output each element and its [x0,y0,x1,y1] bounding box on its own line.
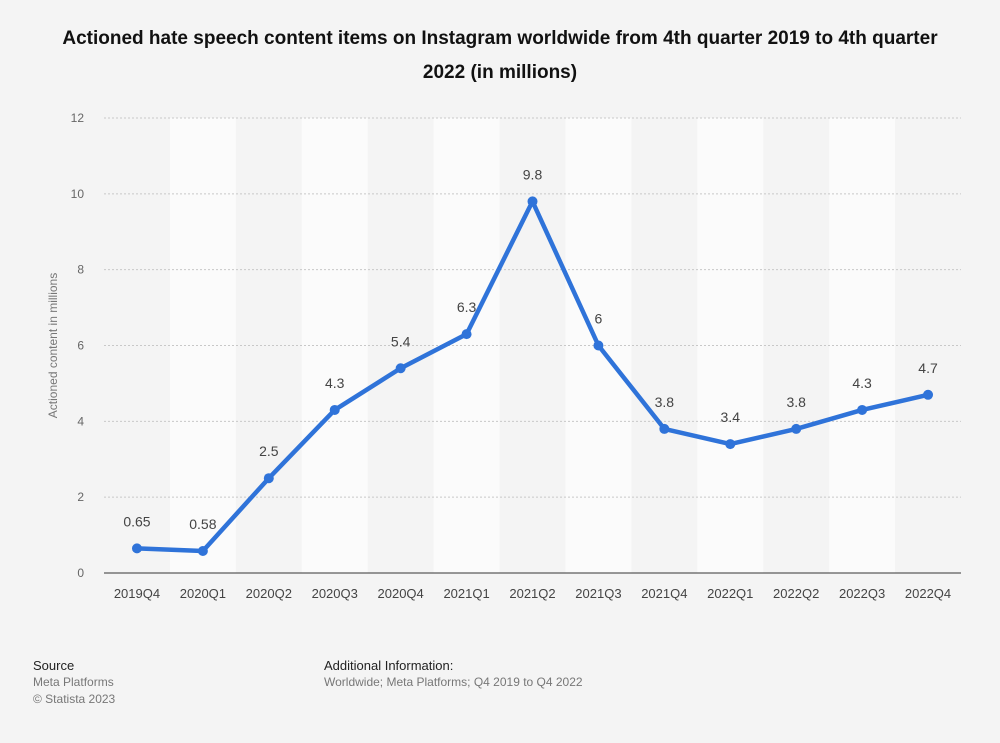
source-line-1: Meta Platforms [33,675,114,689]
data-label: 4.3 [325,375,345,391]
source-label: Source [33,658,75,673]
x-tick-label: 2021Q4 [641,586,687,601]
additional-info-label: Additional Information: [324,658,454,673]
data-label: 4.7 [918,360,938,376]
source-line-2: © Statista 2023 [33,692,116,706]
data-point [329,404,340,415]
x-tick-label: 2020Q3 [312,586,358,601]
data-label: 0.65 [123,513,150,529]
data-point [527,196,538,207]
data-point [857,404,868,415]
data-point [659,423,670,434]
data-point [461,329,472,340]
y-tick-label: 10 [71,187,85,201]
series-line [134,199,931,554]
data-label: 3.8 [655,394,675,410]
additional-info-text: Worldwide; Meta Platforms; Q4 2019 to Q4… [324,675,583,689]
y-tick-label: 4 [77,414,84,428]
x-tick-label: 2020Q4 [378,586,424,601]
data-label: 9.8 [523,166,543,182]
x-tick-label: 2020Q1 [180,586,226,601]
data-label: 3.8 [786,394,806,410]
x-tick-label: 2019Q4 [114,586,160,601]
data-point [791,423,802,434]
y-tick-label: 2 [77,490,84,504]
x-tick-label: 2022Q3 [839,586,885,601]
x-tick-label: 2022Q2 [773,586,819,601]
data-label: 0.58 [189,516,216,532]
y-axis-label: Actioned content in millions [46,273,60,418]
y-tick-label: 8 [77,263,84,277]
data-point [263,473,274,484]
data-point [725,439,736,450]
data-label: 6.3 [457,299,477,315]
x-tick-label: 2020Q2 [246,586,292,601]
data-point [131,543,142,554]
x-tick-label: 2021Q3 [575,586,621,601]
x-tick-label: 2021Q2 [509,586,555,601]
y-tick-label: 0 [77,566,84,580]
data-point [197,546,208,557]
data-point [923,389,934,400]
chart-title: Actioned hate speech content items on In… [62,28,938,83]
data-label: 3.4 [721,409,741,425]
source-block: Source Meta Platforms © Statista 2023 [33,657,115,708]
data-label: 2.5 [259,443,279,459]
y-tick-label: 12 [71,111,85,125]
additional-info-block: Additional Information: Worldwide; Meta … [324,657,583,691]
data-label: 4.3 [852,375,872,391]
x-tick-label: 2022Q4 [905,586,951,601]
data-label: 6 [595,311,603,327]
data-point [593,340,604,351]
y-tick-label: 6 [77,339,84,353]
x-tick-label: 2022Q1 [707,586,753,601]
x-tick-label: 2021Q1 [443,586,489,601]
data-label: 5.4 [391,333,411,349]
data-point [395,363,406,374]
